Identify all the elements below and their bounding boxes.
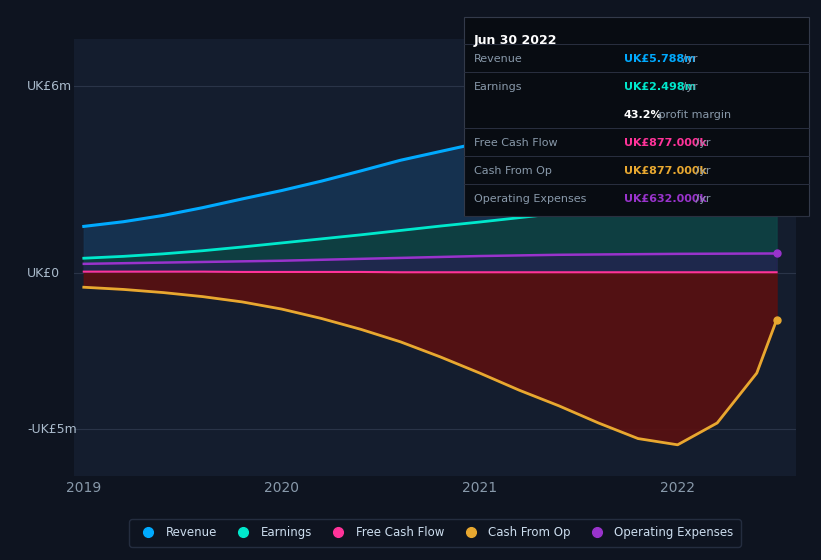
Text: Cash From Op: Cash From Op <box>474 166 552 176</box>
Text: UK£877.000k: UK£877.000k <box>624 138 707 148</box>
Text: Free Cash Flow: Free Cash Flow <box>474 138 557 148</box>
Text: UK£5.788m: UK£5.788m <box>624 54 695 64</box>
Text: UK£0: UK£0 <box>27 267 60 279</box>
Text: profit margin: profit margin <box>655 110 731 120</box>
Text: Operating Expenses: Operating Expenses <box>474 194 586 204</box>
Text: UK£632.000k: UK£632.000k <box>624 194 707 204</box>
Text: /yr: /yr <box>692 166 710 176</box>
Text: /yr: /yr <box>680 54 698 64</box>
Text: -UK£5m: -UK£5m <box>27 423 76 436</box>
Text: UK£6m: UK£6m <box>27 80 72 92</box>
Text: Revenue: Revenue <box>474 54 522 64</box>
Text: /yr: /yr <box>680 82 698 92</box>
Text: /yr: /yr <box>692 194 710 204</box>
Text: Earnings: Earnings <box>474 82 522 92</box>
Text: UK£2.498m: UK£2.498m <box>624 82 696 92</box>
Text: 43.2%: 43.2% <box>624 110 663 120</box>
Text: Jun 30 2022: Jun 30 2022 <box>474 34 557 46</box>
Legend: Revenue, Earnings, Free Cash Flow, Cash From Op, Operating Expenses: Revenue, Earnings, Free Cash Flow, Cash … <box>130 519 741 547</box>
Text: UK£877.000k: UK£877.000k <box>624 166 707 176</box>
Text: /yr: /yr <box>692 138 710 148</box>
